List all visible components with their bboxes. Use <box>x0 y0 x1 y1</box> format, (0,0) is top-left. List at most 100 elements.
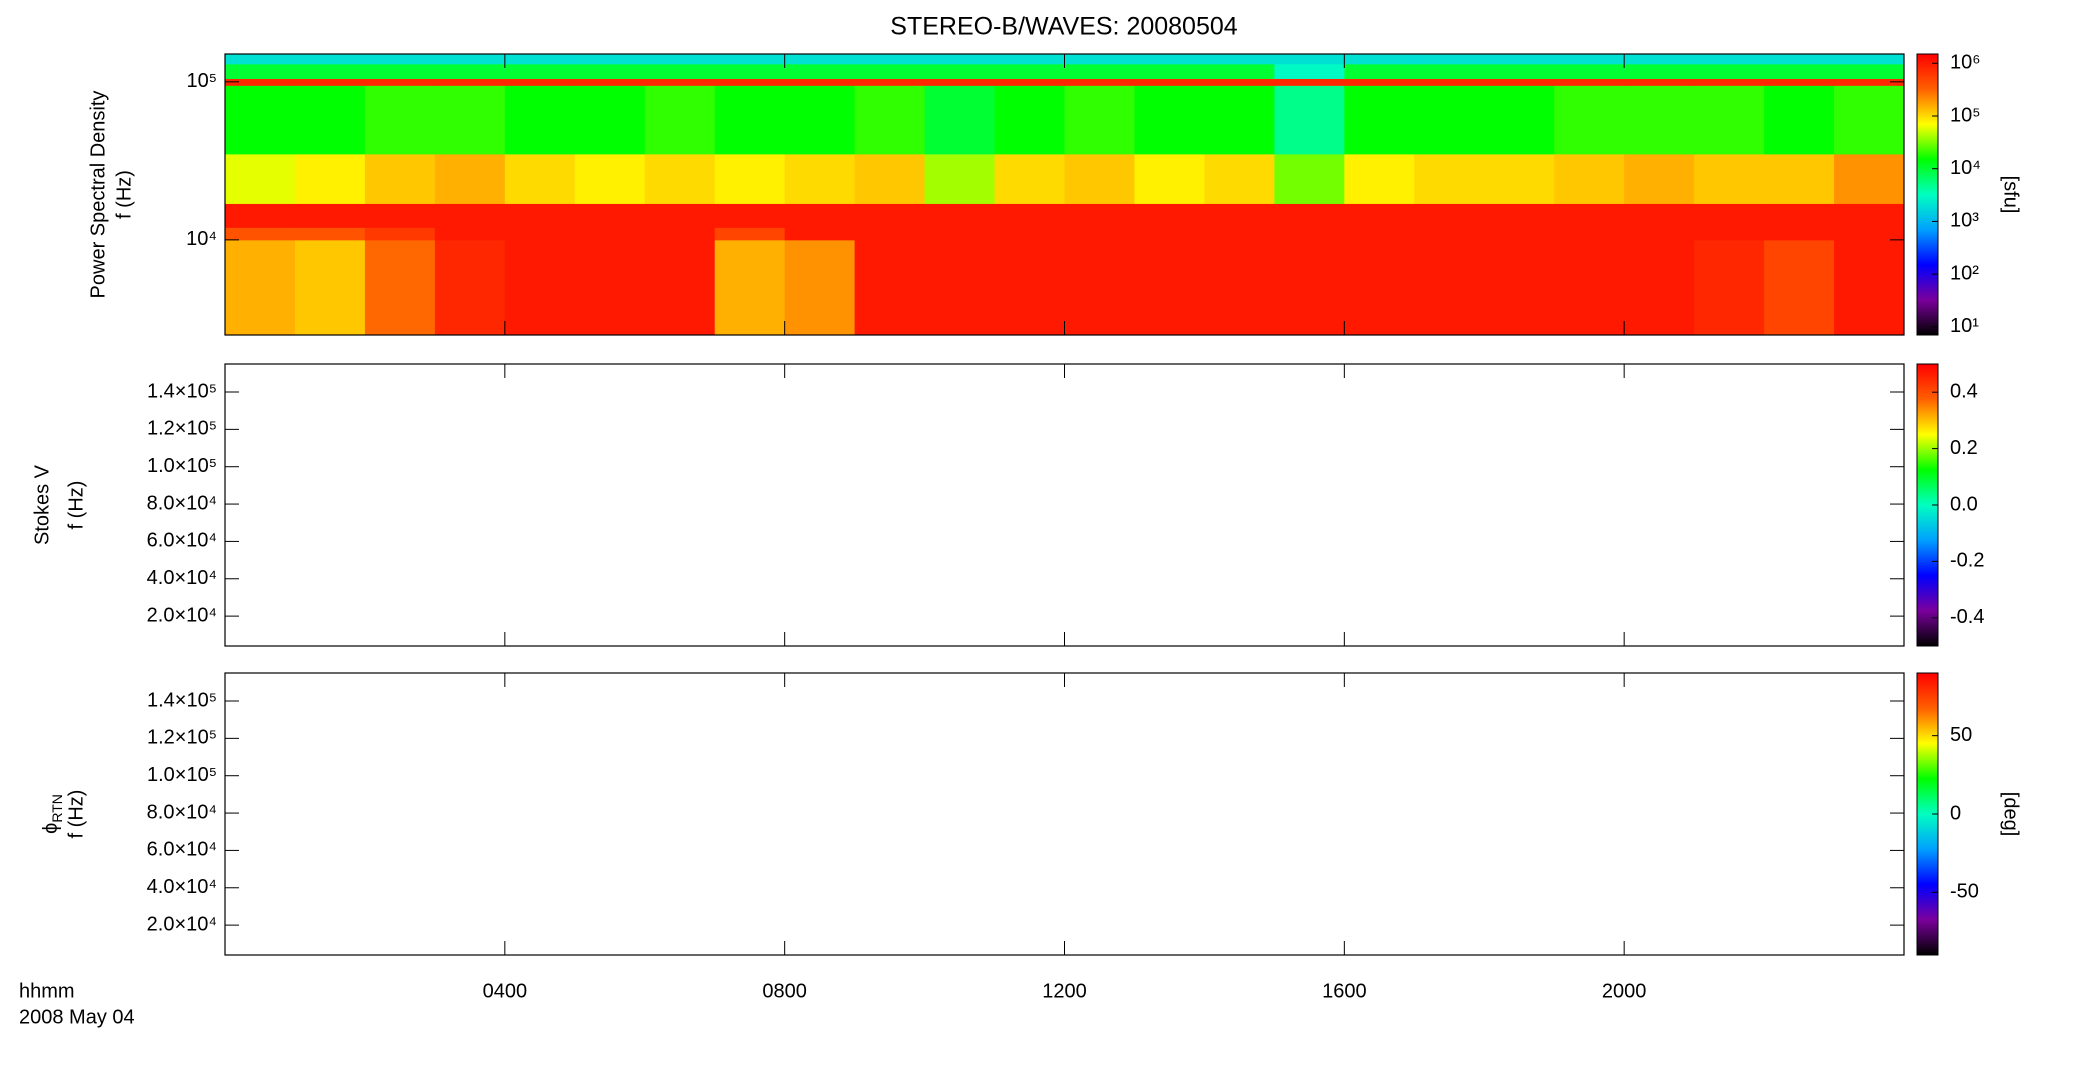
heatmap-cell <box>784 85 856 155</box>
y-tick-label: 2.0×10⁴ <box>147 913 217 935</box>
heatmap-cell <box>1344 78 1415 86</box>
heatmap-cell <box>1694 227 1765 241</box>
heatmap-cell <box>1344 227 1415 241</box>
heatmap-cell <box>225 239 296 336</box>
heatmap-cell <box>1274 78 1345 86</box>
heatmap-cell <box>364 54 436 65</box>
heatmap-cell <box>924 153 996 204</box>
heatmap-cell <box>364 63 436 79</box>
heatmap-cell <box>1274 63 1345 79</box>
heatmap-cell <box>225 227 296 241</box>
heatmap-cell <box>1834 78 1905 86</box>
heatmap-cell <box>1694 203 1765 228</box>
heatmap-cell <box>1624 54 1695 65</box>
plot-frame <box>224 672 1905 956</box>
heatmap-cell <box>1274 227 1345 241</box>
heatmap-cell <box>1344 54 1415 65</box>
heatmap-cell <box>1414 239 1485 336</box>
x-tick-label: 1200 <box>1042 980 1087 1002</box>
x-tick-label: 1600 <box>1322 980 1367 1002</box>
colorbar-tick-label: 10³ <box>1950 210 1979 232</box>
heatmap-cell <box>1134 85 1205 155</box>
heatmap-cell <box>1834 63 1905 79</box>
heatmap-cell <box>1064 203 1135 228</box>
heatmap-cell <box>994 239 1065 336</box>
heatmap-cell <box>1484 227 1555 241</box>
heatmap-cell <box>574 239 646 336</box>
heatmap-cell <box>1764 227 1835 241</box>
heatmap-cell <box>434 227 506 241</box>
x-tick-label: 0400 <box>483 980 528 1002</box>
heatmap-cell <box>1834 85 1905 155</box>
heatmap-cell <box>1484 78 1555 86</box>
heatmap-cell <box>574 203 646 228</box>
heatmap-cell <box>1764 153 1835 204</box>
heatmap-cell <box>1764 54 1835 65</box>
y-tick-label: 10⁵ <box>186 70 217 92</box>
heatmap-cell <box>1274 153 1345 204</box>
heatmap-cell <box>644 85 716 155</box>
y-axis-label: f (Hz) <box>113 170 135 219</box>
heatmap-cell <box>784 153 856 204</box>
heatmap-cell <box>1344 85 1415 155</box>
heatmap-cell <box>574 85 646 155</box>
y-tick-label: 6.0×10⁴ <box>147 839 217 861</box>
heatmap-cell <box>1554 203 1625 228</box>
colorbar-tick-label: 10⁴ <box>1950 157 1981 179</box>
heatmap-cell <box>784 203 856 228</box>
heatmap-cell <box>1484 63 1555 79</box>
heatmap-cell <box>1204 54 1275 65</box>
heatmap-cell <box>1484 203 1555 228</box>
colorbar-tick-label: 0.4 <box>1950 380 1978 402</box>
heatmap-cell <box>504 227 576 241</box>
heatmap-cell <box>644 78 716 86</box>
heatmap-cell <box>1834 227 1905 241</box>
y-axis-label: f (Hz) <box>65 481 87 530</box>
heatmap-cell <box>714 78 786 86</box>
heatmap-cell <box>994 85 1065 155</box>
heatmap-cell <box>1274 239 1345 336</box>
heatmap-cell <box>924 239 996 336</box>
heatmap-cell <box>1204 63 1275 79</box>
heatmap-cell <box>1204 153 1275 204</box>
heatmap-cell <box>1694 239 1765 336</box>
heatmap-cell <box>364 239 436 336</box>
heatmap-cell <box>294 153 366 204</box>
heatmap-cell <box>714 63 786 79</box>
heatmap-cell <box>1204 227 1275 241</box>
heatmap-cell <box>1344 239 1415 336</box>
x-tick-label: 2000 <box>1602 980 1647 1002</box>
heatmap-cell <box>714 227 786 241</box>
y-axis-symbol-main: ϕ <box>40 823 62 834</box>
colorbar-tick-label: 0.2 <box>1950 437 1978 459</box>
heatmap-cell <box>1554 78 1625 86</box>
heatmap-cell <box>364 78 436 86</box>
heatmap-cell <box>714 85 786 155</box>
heatmap-cell <box>854 227 926 241</box>
heatmap-cell <box>1064 239 1135 336</box>
heatmap-cell <box>924 227 996 241</box>
heatmap-cell <box>784 54 856 65</box>
colorbar-tick-label: 10² <box>1950 262 1979 284</box>
heatmap-cell <box>924 63 996 79</box>
heatmap-cell <box>854 203 926 228</box>
heatmap-cell <box>225 203 296 228</box>
heatmap-cell <box>1554 153 1625 204</box>
heatmap-cell <box>1764 85 1835 155</box>
y-axis-symbol-subscript: RTN <box>49 794 65 823</box>
heatmap-cell <box>1344 203 1415 228</box>
heatmap-cell <box>994 153 1065 204</box>
heatmap-cell <box>574 78 646 86</box>
colorbar-label: [sfu] <box>2000 176 2022 214</box>
heatmap-cell <box>504 85 576 155</box>
heatmap-cell <box>294 203 366 228</box>
y-tick-label: 1.2×10⁵ <box>147 727 217 749</box>
y-tick-label: 4.0×10⁴ <box>147 876 217 898</box>
y-tick-label: 2.0×10⁴ <box>147 604 217 626</box>
heatmap-cell <box>574 153 646 204</box>
heatmap-cell <box>574 63 646 79</box>
y-tick-label: 1.0×10⁵ <box>147 455 217 477</box>
heatmap-cell <box>1134 54 1205 65</box>
heatmap-cell <box>1414 227 1485 241</box>
heatmap-cell <box>994 203 1065 228</box>
